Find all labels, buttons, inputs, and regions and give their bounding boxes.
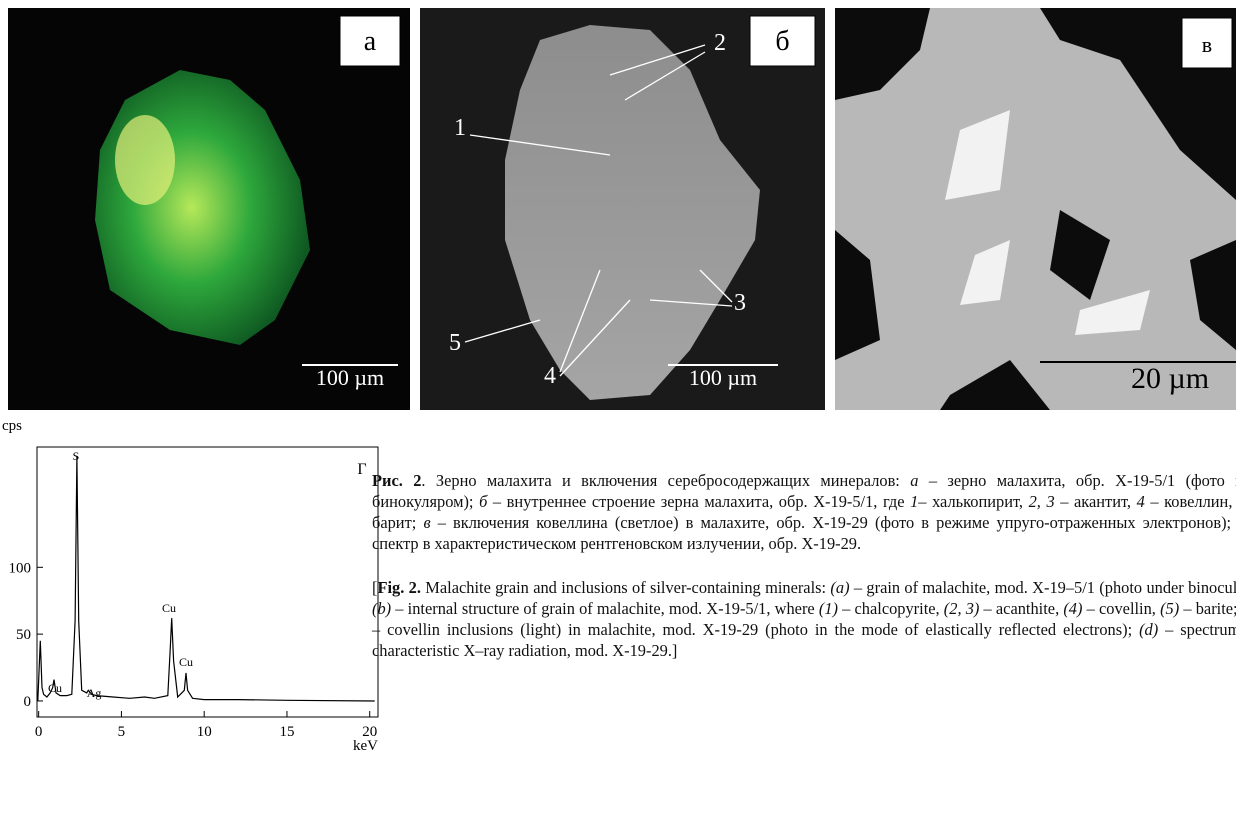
caption-text: в <box>423 513 430 532</box>
marker-label: 4 <box>544 363 556 389</box>
caption-text: 2, 3 <box>1029 492 1055 511</box>
y-tick-label: 50 <box>16 627 31 643</box>
caption-text: – акантит, <box>1055 492 1137 511</box>
caption-text: (1) <box>819 599 838 618</box>
scale-label: 100 µm <box>689 365 757 390</box>
x-tick-label: 0 <box>35 724 43 740</box>
caption-text: (d) <box>1139 620 1158 639</box>
panel-label: а <box>364 26 377 57</box>
scale-label: 100 µm <box>316 365 384 390</box>
caption-text: – internal structure of grain of malachi… <box>391 599 819 618</box>
x-tick-label: 15 <box>279 724 294 740</box>
scale-label: 20 µm <box>1131 362 1209 395</box>
caption-ru: Рис. 2. Зерно малахита и включения сереб… <box>372 470 1236 554</box>
caption-en: [Fig. 2. Malachite grain and inclusions … <box>372 577 1236 661</box>
peak-label: S <box>73 449 80 463</box>
peak-label: Cu <box>162 601 176 615</box>
caption-text: . Зерно малахита и включения серебросоде… <box>421 471 910 490</box>
caption-text: (2, 3) <box>944 599 980 618</box>
caption-text: – халькопирит, <box>918 492 1028 511</box>
marker-label: 2 <box>714 30 726 56</box>
caption-text: – chalcopyrite, <box>838 599 944 618</box>
caption-text: 4 <box>1137 492 1145 511</box>
peak-label: Ag <box>87 686 102 700</box>
y-tick-label: 100 <box>9 560 32 576</box>
x-tick-label: 10 <box>197 724 212 740</box>
caption-text: (b) <box>372 599 391 618</box>
chart-label: Г <box>357 461 366 478</box>
peak-label: Cu <box>48 681 62 695</box>
caption-text: – covellin inclusions (light) in malachi… <box>372 620 1139 639</box>
peak-label: Cu <box>179 655 193 669</box>
caption-text: Fig. 2. <box>377 578 421 597</box>
caption-text: (5) <box>1160 599 1179 618</box>
caption-text: – covellin, <box>1082 599 1160 618</box>
spectrum-line <box>38 456 375 701</box>
panel-label: б <box>775 26 789 57</box>
y-axis-label: cps <box>2 418 22 434</box>
x-tick-label: 20 <box>362 724 377 740</box>
marker-label: 3 <box>734 290 746 316</box>
highlight <box>115 115 175 205</box>
caption-text: Malachite grain and inclusions of silver… <box>421 578 830 597</box>
caption-text: – ковеллин, <box>1145 492 1236 511</box>
marker-label: 1 <box>454 115 466 141</box>
caption-text: – включения ковеллина (светлое) в малахи… <box>431 513 1236 532</box>
panel-label: в <box>1202 32 1212 57</box>
caption-text: (4) <box>1063 599 1082 618</box>
marker-label: 5 <box>449 330 461 356</box>
x-axis-label: keV <box>353 738 378 754</box>
caption-text: (a) <box>830 578 849 597</box>
caption-text: Рис. 2 <box>372 471 421 490</box>
caption-text: – acanthite, <box>979 599 1063 618</box>
y-tick-label: 0 <box>24 694 32 710</box>
caption-text: – grain of malachite, mod. X-19–5/1 (pho… <box>850 578 1236 597</box>
caption-text: – внутреннее строение зерна малахита, об… <box>487 492 910 511</box>
x-tick-label: 5 <box>118 724 126 740</box>
caption-text: – barite; <box>1179 599 1236 618</box>
plot-frame <box>37 447 378 717</box>
figure: а 100 µm б 100 µm в 20 µm 1 2 3 4 5 cps keV Г 0 50 100 0 5… <box>0 0 1236 830</box>
page: {"panels": [ {"label": "а", "scale": "10… <box>0 0 1236 830</box>
